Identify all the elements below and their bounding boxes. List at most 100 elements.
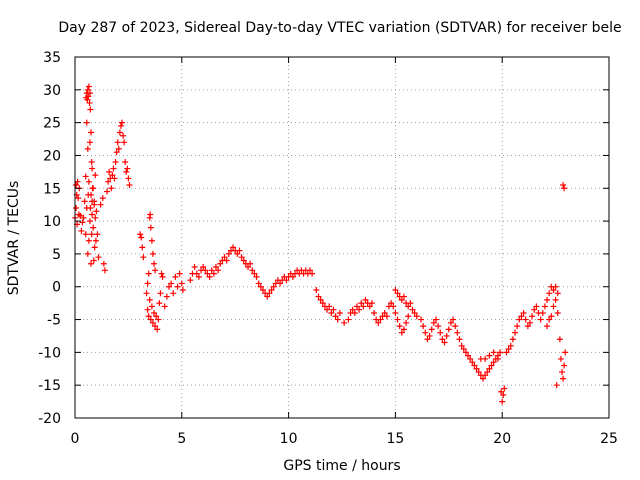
data-point [334, 316, 341, 323]
data-point [221, 254, 228, 261]
data-point [236, 247, 243, 254]
data-point [435, 323, 442, 330]
data-point [159, 273, 166, 280]
data-point [144, 280, 151, 287]
data-point [388, 300, 395, 307]
plot-frame [74, 56, 610, 419]
data-point [289, 273, 296, 280]
data-point [490, 349, 497, 356]
data-point [400, 293, 407, 300]
data-point [553, 382, 560, 389]
data-point [392, 309, 399, 316]
data-point [336, 309, 343, 316]
data-point [512, 329, 519, 336]
x-axis-label: GPS time / hours [283, 458, 400, 474]
x-tick-label: 5 [177, 431, 186, 447]
data-point [73, 204, 80, 211]
x-tick-label: 0 [71, 431, 80, 447]
data-point [223, 257, 230, 264]
data-point [77, 212, 84, 219]
data-point [556, 336, 563, 343]
data-point [486, 365, 493, 372]
data-point [170, 290, 177, 297]
data-point [111, 175, 118, 182]
data-point [309, 270, 316, 277]
data-point [146, 296, 153, 303]
data-point [505, 346, 512, 353]
data-point [161, 303, 168, 310]
data-point [88, 129, 95, 136]
data-point [503, 349, 510, 356]
data-point [151, 260, 158, 267]
data-point [87, 106, 94, 113]
data-point [432, 316, 439, 323]
data-point [546, 290, 553, 297]
data-point [88, 159, 95, 166]
data-point [117, 122, 124, 129]
data-point [520, 309, 527, 316]
data-point [317, 296, 324, 303]
data-point [486, 352, 493, 359]
data-point [152, 323, 159, 330]
data-point [121, 139, 128, 146]
data-point [109, 172, 116, 179]
data-point [147, 224, 154, 231]
data-point [560, 375, 567, 382]
data-point [552, 283, 559, 290]
data-point [88, 231, 95, 238]
data-point [148, 303, 155, 310]
data-point [240, 257, 247, 264]
data-point [418, 316, 425, 323]
data-point [145, 313, 152, 320]
data-point [426, 332, 433, 339]
data-point [151, 309, 158, 316]
data-point [80, 214, 87, 221]
data-point [381, 309, 388, 316]
grid [75, 57, 609, 418]
data-point [89, 165, 96, 172]
data-point [392, 287, 399, 294]
data-point [178, 280, 185, 287]
data-point [559, 369, 566, 376]
data-point [330, 306, 337, 313]
data-point [149, 250, 156, 257]
data-point [396, 323, 403, 330]
data-point [394, 290, 401, 297]
data-point [163, 293, 170, 300]
data-point [110, 165, 117, 172]
data-point [443, 332, 450, 339]
data-series [72, 83, 569, 405]
data-point [86, 90, 93, 97]
data-point [501, 385, 508, 392]
data-point [113, 149, 120, 156]
data-point [86, 139, 93, 146]
y-tick-label: -20 [38, 411, 61, 427]
data-point [437, 329, 444, 336]
data-point [458, 342, 465, 349]
data-point [126, 181, 133, 188]
data-point [462, 349, 469, 356]
data-point [371, 309, 378, 316]
x-tick-label: 15 [386, 431, 404, 447]
data-point [90, 185, 97, 192]
data-point [544, 323, 551, 330]
data-point [561, 362, 568, 369]
data-point [366, 303, 373, 310]
data-point [405, 313, 412, 320]
data-point [82, 231, 89, 238]
data-point [75, 195, 82, 202]
data-point [144, 306, 151, 313]
data-point [249, 267, 256, 274]
data-point [210, 270, 217, 277]
data-point [500, 392, 507, 399]
data-point [191, 264, 198, 271]
data-point [561, 185, 568, 192]
data-point [403, 319, 410, 326]
x-tick-label: 20 [493, 431, 511, 447]
data-point [149, 319, 156, 326]
data-point [332, 313, 339, 320]
data-point [548, 313, 555, 320]
data-point [208, 267, 215, 274]
data-point [283, 277, 290, 284]
